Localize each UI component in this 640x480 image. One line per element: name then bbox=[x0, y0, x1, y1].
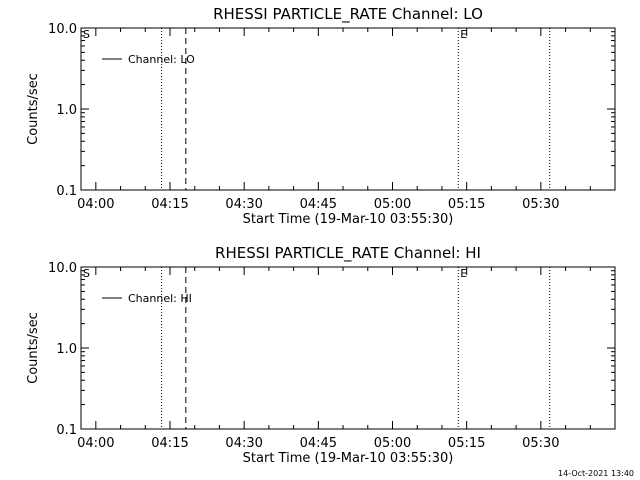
x-tick-label: 04:00 bbox=[77, 436, 114, 451]
legend-entry: Channel: HI bbox=[128, 292, 192, 305]
marker-label: E bbox=[460, 28, 467, 41]
y-tick-label: 10.0 bbox=[48, 261, 77, 276]
x-tick-label: 04:45 bbox=[300, 436, 337, 451]
y-tick-label: 0.1 bbox=[56, 423, 77, 438]
marker-label: S bbox=[83, 28, 90, 41]
x-tick-label: 04:30 bbox=[225, 197, 262, 212]
y-tick-label: 10.0 bbox=[48, 22, 77, 37]
footer-timestamp: 14-Oct-2021 13:40 bbox=[558, 469, 634, 478]
x-tick-label: 05:00 bbox=[374, 197, 411, 212]
y-axis-label: Counts/sec bbox=[26, 312, 41, 384]
x-axis-label: Start Time (19-Mar-10 03:55:30) bbox=[243, 451, 454, 466]
y-tick-label: 1.0 bbox=[56, 103, 77, 118]
x-tick-label: 05:30 bbox=[522, 197, 559, 212]
marker-label: S bbox=[83, 267, 90, 280]
y-tick-label: 0.1 bbox=[56, 184, 77, 199]
x-tick-label: 05:00 bbox=[374, 436, 411, 451]
x-tick-label: 04:00 bbox=[77, 197, 114, 212]
y-axis-label: Counts/sec bbox=[26, 73, 41, 145]
marker-label: E bbox=[460, 267, 467, 280]
chart-title: RHESSI PARTICLE_RATE Channel: LO bbox=[213, 5, 483, 24]
x-tick-label: 04:15 bbox=[151, 436, 188, 451]
legend-entry: Channel: LO bbox=[128, 53, 195, 66]
x-tick-label: 05:15 bbox=[448, 197, 485, 212]
y-tick-label: 1.0 bbox=[56, 342, 77, 357]
chart-title: RHESSI PARTICLE_RATE Channel: HI bbox=[215, 244, 481, 263]
x-tick-label: 04:45 bbox=[300, 197, 337, 212]
x-tick-label: 05:15 bbox=[448, 436, 485, 451]
x-axis-label: Start Time (19-Mar-10 03:55:30) bbox=[243, 212, 454, 227]
x-tick-label: 04:30 bbox=[225, 436, 262, 451]
x-tick-label: 04:15 bbox=[151, 197, 188, 212]
x-tick-label: 05:30 bbox=[522, 436, 559, 451]
